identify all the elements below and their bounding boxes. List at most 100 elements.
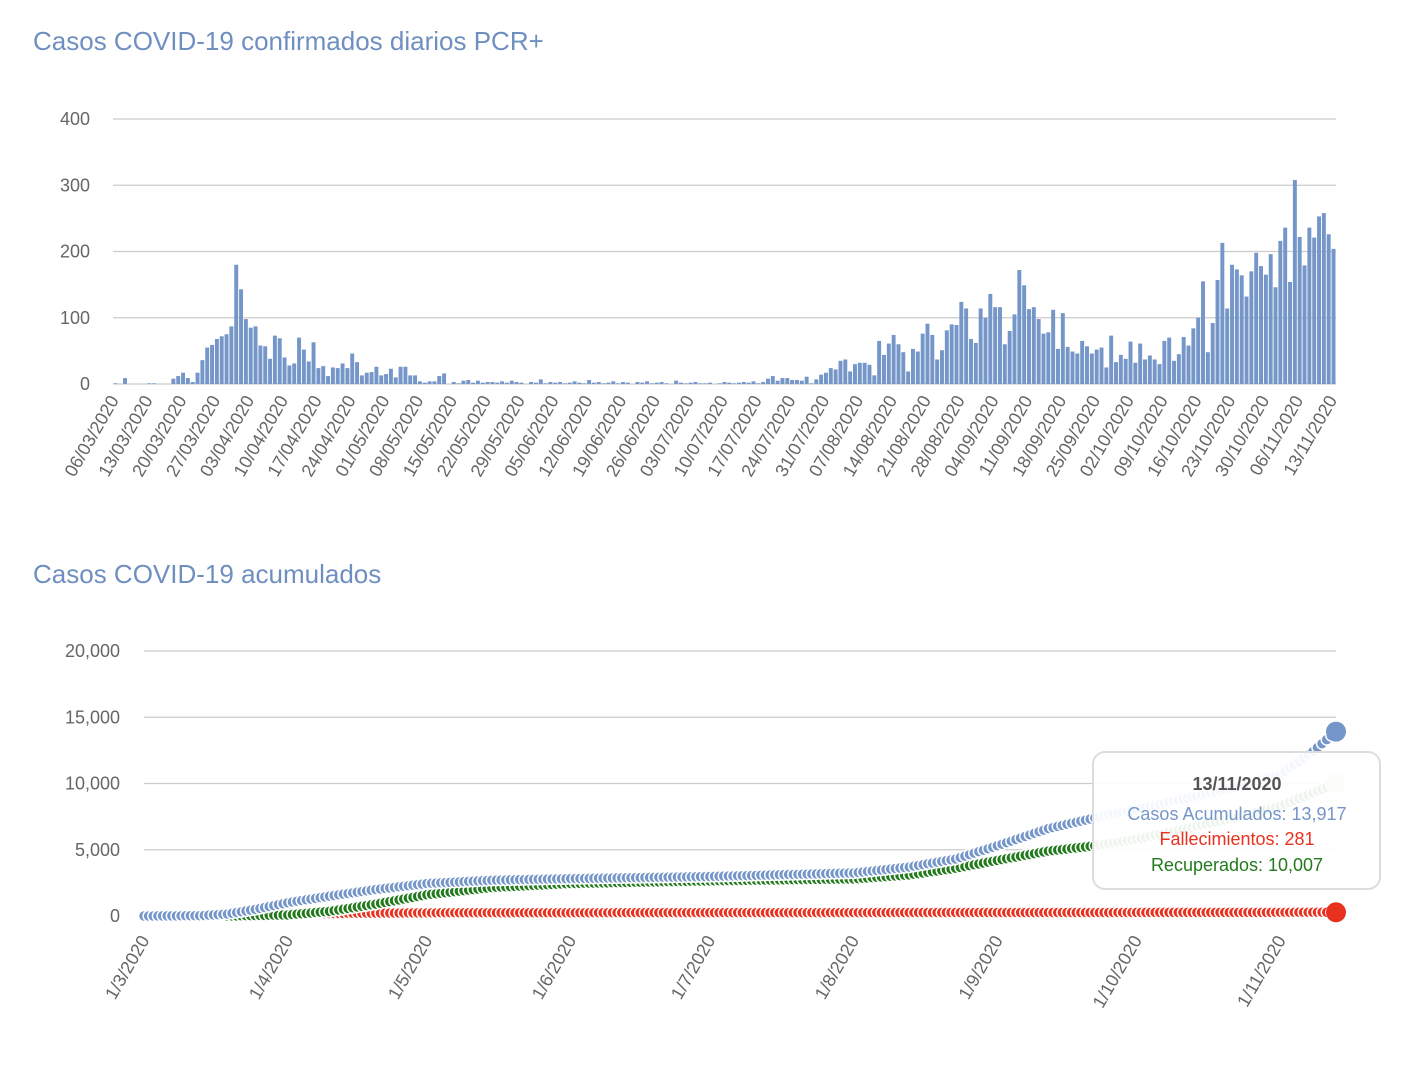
x-tick-label: 1/4/2020 [245,932,297,1003]
bar [857,362,862,384]
bar [688,382,693,384]
bar [1326,234,1331,384]
bar [1288,281,1292,384]
bar [722,382,727,384]
bar [625,382,630,384]
bar [1109,335,1114,384]
bar [529,382,534,384]
bar [1118,354,1123,384]
y-tick-label: 15,000 [65,707,120,727]
bar [253,326,258,384]
bar [558,382,563,384]
bar [384,374,389,384]
bar [514,382,519,384]
bar [398,366,403,384]
bar [978,308,983,384]
bar [152,383,157,384]
bar [635,382,640,384]
bar [1292,179,1297,384]
x-tick-label: 1/10/2020 [1089,932,1146,1011]
bar [1220,242,1225,384]
bar [828,368,833,384]
bar [988,293,993,384]
bar [872,375,877,384]
bar [843,359,848,384]
bar [741,382,746,384]
bar [1331,248,1336,384]
bar [490,382,495,384]
bar [587,380,592,384]
bar [451,382,456,384]
bar [1075,353,1080,384]
bar [925,323,930,384]
y-tick-label: 0 [110,906,120,926]
bar [751,381,756,384]
bar [475,380,480,384]
bar [1162,340,1167,384]
bar [649,383,654,384]
bar [1152,359,1157,384]
y-tick-label: 300 [60,175,90,195]
tooltip-box [1092,751,1381,890]
cumulative-chart-title: Casos COVID-19 acumulados [33,559,381,589]
bar [229,326,234,384]
bar [906,371,911,384]
bar [316,368,321,384]
bar [790,380,795,384]
bar [171,378,176,384]
bar [181,372,186,384]
bar [1230,264,1234,384]
bar [862,362,867,384]
bar [369,372,374,384]
bar [930,334,935,384]
bar [954,325,959,384]
bar [471,382,476,384]
bar [1143,359,1147,384]
bar [533,382,538,384]
bar [1070,351,1075,384]
bar [495,382,500,384]
bar [1085,346,1089,384]
y-tick-label: 10,000 [65,774,120,794]
bar [1205,352,1210,384]
bar [567,382,572,384]
tooltip: 13/11/2020 Casos Acumulados: 13,917 Fall… [1092,751,1381,890]
bar [258,345,263,384]
x-tick-label: 1/11/2020 [1233,932,1290,1010]
y-tick-label: 100 [60,308,90,328]
bar [1181,336,1186,384]
bar [838,360,843,384]
bar [640,382,645,384]
bar [417,381,422,384]
bar [190,382,195,384]
bar [1273,287,1278,384]
y-tick-label: 200 [60,242,90,262]
bar [379,375,384,384]
bar [1022,285,1027,384]
bar [596,382,601,384]
bar [553,382,558,384]
tooltip-casos: Casos Acumulados: 13,917 [1127,804,1346,824]
bar [200,360,205,384]
bar [911,348,915,384]
bar [601,383,606,384]
bar [1321,213,1326,384]
bar [1065,346,1070,384]
bar [674,380,679,384]
bar [1089,353,1094,384]
bar [1060,313,1065,384]
bar [277,338,282,384]
bar [867,364,872,384]
bar [210,344,215,384]
bar [1123,358,1128,384]
bar [993,307,998,384]
highlighted-point [1326,721,1346,742]
bar [1157,364,1162,384]
bar [272,335,277,384]
bar [1244,296,1249,384]
bar [877,340,882,384]
bar [969,338,973,384]
x-tick-label: 1/5/2020 [384,932,436,1003]
bar [543,383,548,384]
bar [780,378,785,384]
